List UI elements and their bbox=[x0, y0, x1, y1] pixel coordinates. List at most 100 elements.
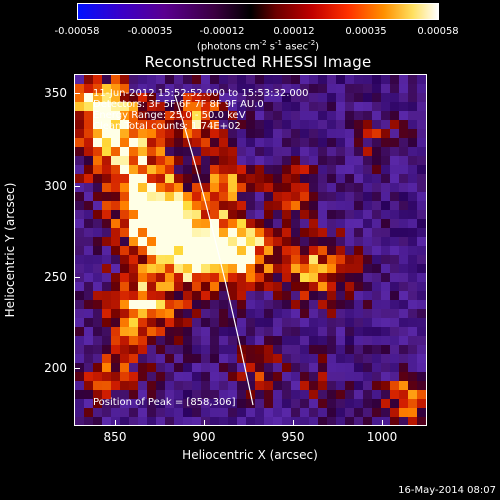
heatmap-cell bbox=[219, 75, 228, 84]
heatmap-cell bbox=[111, 237, 120, 246]
heatmap-cell bbox=[309, 390, 318, 399]
heatmap-cell bbox=[291, 201, 300, 210]
colorbar-tick: 0.00035 bbox=[345, 26, 387, 37]
heatmap-cell bbox=[354, 309, 363, 318]
heatmap-cell bbox=[111, 102, 120, 111]
heatmap-cell bbox=[129, 381, 138, 390]
heatmap-cell bbox=[219, 291, 228, 300]
heatmap-cell bbox=[120, 246, 129, 255]
heatmap-cell bbox=[84, 300, 93, 309]
heatmap-cell bbox=[408, 183, 417, 192]
heatmap-cell bbox=[102, 156, 111, 165]
heatmap-cell bbox=[345, 318, 354, 327]
heatmap-cell bbox=[156, 228, 165, 237]
heatmap-cell bbox=[228, 201, 237, 210]
heatmap-cell bbox=[156, 111, 165, 120]
heatmap-cell bbox=[354, 255, 363, 264]
heatmap-cell bbox=[111, 129, 120, 138]
heatmap-cell bbox=[282, 273, 291, 282]
heatmap-cell bbox=[174, 309, 183, 318]
heatmap-cell bbox=[363, 282, 372, 291]
heatmap-cell bbox=[300, 75, 309, 84]
heatmap-cell bbox=[399, 237, 408, 246]
heatmap-cell bbox=[120, 282, 129, 291]
heatmap-cell bbox=[219, 273, 228, 282]
heatmap-cell bbox=[390, 354, 399, 363]
heatmap-cell bbox=[156, 192, 165, 201]
heatmap-cell bbox=[417, 228, 426, 237]
heatmap-cell bbox=[309, 210, 318, 219]
heatmap-cell bbox=[210, 309, 219, 318]
heatmap-cell bbox=[309, 246, 318, 255]
heatmap-cell bbox=[210, 399, 219, 408]
heatmap-cell bbox=[102, 390, 111, 399]
heatmap-cell bbox=[282, 237, 291, 246]
heatmap-cell bbox=[129, 201, 138, 210]
heatmap-cell bbox=[192, 291, 201, 300]
heatmap-cell bbox=[273, 174, 282, 183]
heatmap-cell bbox=[246, 147, 255, 156]
heatmap-cell bbox=[282, 210, 291, 219]
heatmap-cell bbox=[192, 102, 201, 111]
heatmap-cell bbox=[210, 138, 219, 147]
heatmap-cell bbox=[417, 201, 426, 210]
heatmap-cell bbox=[156, 84, 165, 93]
heatmap-cell bbox=[273, 156, 282, 165]
heatmap-cell bbox=[102, 300, 111, 309]
colorbar-tick: 0.00058 bbox=[417, 26, 459, 37]
heatmap-cell bbox=[273, 363, 282, 372]
heatmap-cell bbox=[228, 264, 237, 273]
heatmap-cell bbox=[381, 399, 390, 408]
heatmap-cell bbox=[237, 120, 246, 129]
heatmap-cell bbox=[273, 183, 282, 192]
heatmap-cell bbox=[327, 111, 336, 120]
heatmap-cell bbox=[327, 246, 336, 255]
heatmap-cell bbox=[399, 111, 408, 120]
heatmap-cell bbox=[354, 228, 363, 237]
heatmap-cell bbox=[291, 192, 300, 201]
heatmap-cell bbox=[363, 336, 372, 345]
heatmap-cell bbox=[129, 165, 138, 174]
heatmap-cell bbox=[345, 210, 354, 219]
heatmap-cell bbox=[255, 192, 264, 201]
heatmap-cell bbox=[129, 390, 138, 399]
heatmap-cell bbox=[363, 318, 372, 327]
heatmap-cell bbox=[282, 408, 291, 417]
heatmap-cell bbox=[111, 84, 120, 93]
heatmap-cell bbox=[219, 399, 228, 408]
heatmap-cell bbox=[327, 147, 336, 156]
heatmap-cell bbox=[93, 93, 102, 102]
heatmap-cell bbox=[291, 273, 300, 282]
heatmap-cell bbox=[264, 201, 273, 210]
heatmap-cell bbox=[219, 363, 228, 372]
heatmap-cell bbox=[309, 363, 318, 372]
heatmap-cell bbox=[354, 336, 363, 345]
heatmap-cell bbox=[174, 228, 183, 237]
heatmap-cell bbox=[336, 273, 345, 282]
heatmap-cell bbox=[408, 417, 417, 425]
heatmap-cell bbox=[264, 381, 273, 390]
heatmap-cell bbox=[381, 273, 390, 282]
heatmap-cell bbox=[75, 75, 84, 84]
heatmap-cell bbox=[129, 363, 138, 372]
heatmap-cell bbox=[93, 291, 102, 300]
heatmap-cell bbox=[165, 228, 174, 237]
heatmap-cell bbox=[336, 174, 345, 183]
heatmap-cell bbox=[84, 93, 93, 102]
heatmap-cell bbox=[120, 381, 129, 390]
heatmap-cell bbox=[165, 399, 174, 408]
heatmap-cell bbox=[102, 345, 111, 354]
heatmap-cell bbox=[165, 219, 174, 228]
heatmap-cell bbox=[318, 165, 327, 174]
heatmap-cell bbox=[210, 111, 219, 120]
heatmap-cell bbox=[408, 264, 417, 273]
heatmap-cell bbox=[255, 300, 264, 309]
heatmap-cell bbox=[408, 345, 417, 354]
heatmap-cell bbox=[390, 327, 399, 336]
heatmap-cell bbox=[147, 120, 156, 129]
heatmap-cell bbox=[147, 282, 156, 291]
heatmap-cell bbox=[201, 363, 210, 372]
heatmap-cell bbox=[174, 264, 183, 273]
heatmap-cell bbox=[192, 84, 201, 93]
heatmap-cell bbox=[336, 372, 345, 381]
